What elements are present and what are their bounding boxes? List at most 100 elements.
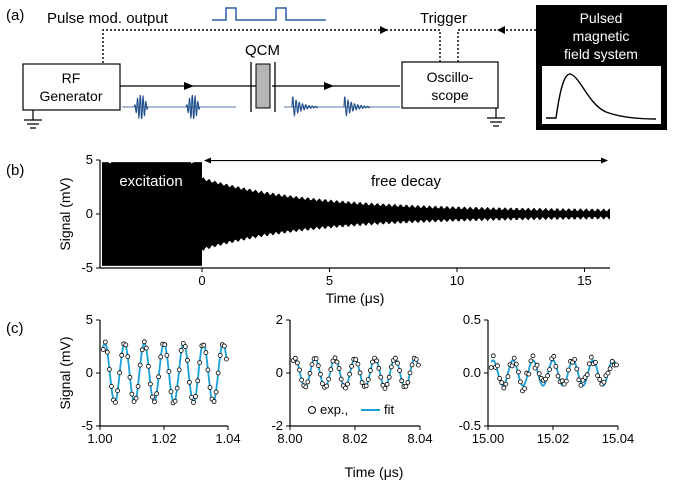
pulse-mod-waveform — [212, 7, 326, 21]
data-point — [584, 372, 590, 378]
data-point — [178, 348, 184, 353]
data-point — [597, 377, 603, 382]
data-point — [307, 370, 313, 376]
trigger-dotted-line — [457, 29, 536, 63]
x-tick-label: 15.02 — [537, 431, 570, 446]
free-decay-signal — [202, 177, 610, 251]
data-point — [595, 373, 600, 379]
data-point — [133, 395, 139, 401]
data-point — [359, 380, 365, 385]
data-point — [164, 352, 170, 358]
data-point — [150, 394, 155, 400]
panel-c-xlabel: Time (μs) — [345, 464, 404, 480]
chart-c: -5 0 5 1.00 1.02 1.04 Signal (mV) -2 0 2 8.00 8.02 8… — [57, 312, 634, 446]
x-tick-label: 8.00 — [277, 431, 302, 446]
y-tick-label: -5 — [81, 418, 93, 433]
data-point — [217, 352, 223, 358]
data-point — [342, 385, 348, 391]
data-point — [403, 383, 409, 389]
data-point — [203, 350, 209, 356]
y-axis-label: Signal (mV) — [57, 336, 73, 409]
x-axis-label: Time (μs) — [326, 290, 385, 306]
data-point — [601, 379, 607, 385]
data-point — [127, 374, 133, 380]
data-point — [607, 366, 613, 372]
data-point — [336, 366, 342, 371]
data-point — [313, 356, 319, 362]
data-point — [207, 385, 213, 390]
arrow-right-icon — [191, 157, 198, 164]
data-point — [370, 359, 375, 365]
subplot: -5 0 5 1.00 1.02 1.04 Signal (mV) — [57, 312, 241, 446]
magnet-pulse-curve — [546, 73, 657, 120]
data-point — [407, 370, 413, 376]
data-point — [392, 355, 398, 361]
data-point — [382, 385, 388, 391]
data-point — [609, 358, 615, 364]
data-point — [184, 357, 190, 363]
data-point — [365, 377, 371, 383]
data-point — [145, 363, 151, 369]
arrow-right-icon — [601, 157, 608, 164]
data-point — [125, 354, 131, 360]
x-tick-label: 5 — [326, 273, 333, 288]
data-point — [399, 378, 405, 384]
data-point — [495, 363, 500, 369]
data-point — [319, 381, 325, 387]
data-point — [357, 370, 363, 376]
data-point — [497, 375, 503, 381]
subplot: -0.5 0.0 0.5 15.00 15.02 15.04 — [459, 312, 635, 446]
panel-b: (b) -5 0 5 0 5 10 15 excitation free decay Time (… — [6, 152, 610, 306]
data-point — [536, 371, 542, 377]
data-point — [158, 354, 164, 360]
rf-generator-line2: Generator — [39, 88, 102, 104]
excitation-label: excitation — [119, 173, 182, 190]
panel-label-b: (b) — [6, 162, 24, 179]
data-point — [104, 349, 110, 355]
data-point — [315, 363, 321, 369]
data-point — [405, 379, 411, 385]
data-point — [213, 389, 219, 395]
data-point — [174, 385, 180, 391]
data-point — [326, 376, 332, 382]
data-point — [324, 383, 330, 389]
data-point — [328, 367, 334, 373]
arrow-left-icon — [204, 157, 211, 164]
trigger-arrow-icon — [497, 26, 505, 34]
data-point — [516, 369, 521, 375]
data-point — [166, 369, 172, 375]
data-point — [501, 385, 507, 391]
burst-waveform — [291, 96, 319, 118]
x-tick-label: 8.02 — [342, 431, 367, 446]
data-point — [578, 382, 584, 388]
data-point — [100, 347, 106, 352]
data-point — [395, 360, 400, 366]
data-point — [107, 366, 112, 372]
excitation-signal — [102, 162, 202, 266]
x-tick-label: 10 — [450, 273, 464, 288]
data-point — [135, 383, 141, 389]
data-point — [147, 381, 153, 387]
magnet-system-line3: field system — [564, 46, 638, 62]
chart-b: -5 0 5 0 5 10 15 excitation free decay Time (μs) S… — [57, 152, 610, 306]
data-point — [499, 380, 505, 386]
data-point — [332, 355, 338, 361]
data-point — [605, 370, 611, 376]
data-point — [154, 391, 160, 397]
data-point — [197, 360, 203, 366]
data-point — [317, 371, 323, 377]
panel-c: (c) -5 0 5 1.00 1.02 1.04 Signal (mV) -2 0 2 8.00 8… — [6, 312, 634, 480]
subplot: -2 0 2 8.00 8.02 8.04 exp., fit — [271, 312, 432, 446]
qcm-label: QCM — [245, 42, 280, 59]
data-point — [345, 381, 350, 387]
data-point — [553, 363, 559, 369]
data-point — [102, 339, 108, 345]
data-point — [294, 360, 300, 366]
y-tick-label: 0.5 — [463, 312, 481, 327]
data-point — [119, 352, 125, 358]
data-point — [555, 373, 561, 379]
panel-label-c: (c) — [6, 320, 24, 337]
data-point — [156, 374, 162, 380]
pulse-mod-dotted-line — [102, 29, 441, 63]
data-point — [189, 394, 194, 400]
